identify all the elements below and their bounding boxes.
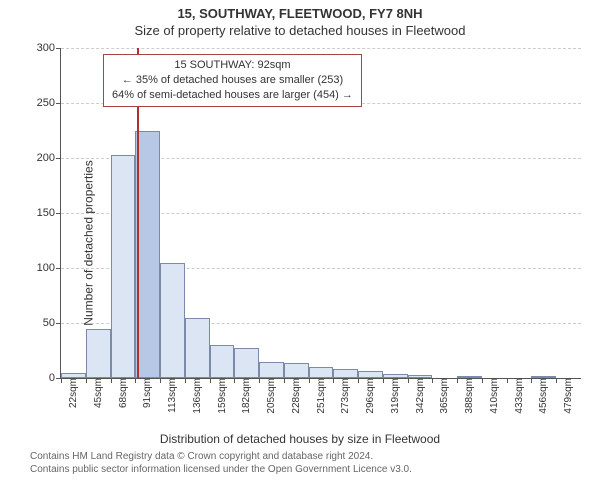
x-tick (432, 378, 433, 383)
x-tick (309, 378, 310, 383)
x-tick-label: 113sqm (163, 378, 178, 413)
annotation-line: ← 35% of detached houses are smaller (25… (112, 73, 353, 88)
y-tick-label: 100 (37, 262, 61, 274)
histogram-bar (358, 371, 383, 378)
x-tick (185, 378, 186, 383)
x-tick-label: 479sqm (559, 378, 574, 414)
histogram-bar-highlight (135, 131, 160, 379)
histogram-bar (333, 369, 358, 378)
x-tick-label: 91sqm (138, 378, 153, 408)
y-tick-label: 200 (37, 152, 61, 164)
plot-area: 05010015020025030022sqm45sqm68sqm91sqm11… (60, 48, 581, 379)
x-tick (259, 378, 260, 383)
x-tick (61, 378, 62, 383)
page-title: 15, SOUTHWAY, FLEETWOOD, FY7 8NH (0, 6, 600, 21)
annotation-line: 64% of semi-detached houses are larger (… (112, 88, 353, 103)
x-tick-label: 22sqm (64, 378, 79, 408)
footer-line-1: Contains HM Land Registry data © Crown c… (30, 450, 592, 463)
x-tick-label: 319sqm (386, 378, 401, 414)
x-tick (531, 378, 532, 383)
histogram-bar (234, 348, 259, 378)
x-tick (86, 378, 87, 383)
x-tick (234, 378, 235, 383)
histogram-bar (111, 155, 136, 378)
x-tick-label: 273sqm (336, 378, 351, 414)
histogram-bar (86, 329, 111, 379)
histogram-bar (284, 363, 309, 378)
annotation-box: 15 SOUTHWAY: 92sqm← 35% of detached hous… (103, 54, 362, 107)
x-tick-label: 433sqm (510, 378, 525, 414)
x-tick-label: 228sqm (287, 378, 302, 414)
x-tick-label: 456sqm (534, 378, 549, 414)
x-tick-label: 388sqm (460, 378, 475, 414)
x-tick (210, 378, 211, 383)
chart-container: Number of detached properties 0501001502… (0, 38, 600, 448)
footer: Contains HM Land Registry data © Crown c… (0, 448, 600, 480)
x-tick-label: 342sqm (411, 378, 426, 414)
x-tick (507, 378, 508, 383)
x-tick (383, 378, 384, 383)
x-tick-label: 182sqm (237, 378, 252, 414)
histogram-bar (259, 362, 284, 379)
x-tick-label: 365sqm (435, 378, 450, 414)
x-tick-label: 296sqm (361, 378, 376, 414)
y-tick-label: 150 (37, 207, 61, 219)
footer-line-2: Contains public sector information licen… (30, 463, 592, 476)
x-tick (482, 378, 483, 383)
x-tick (358, 378, 359, 383)
x-tick (111, 378, 112, 383)
y-tick-label: 250 (37, 97, 61, 109)
y-tick-label: 300 (37, 42, 61, 54)
x-tick (284, 378, 285, 383)
x-tick (408, 378, 409, 383)
x-tick (556, 378, 557, 383)
x-tick-label: 205sqm (262, 378, 277, 414)
histogram-bar (185, 318, 210, 379)
x-axis-label: Distribution of detached houses by size … (0, 432, 600, 446)
histogram-bar (160, 263, 185, 379)
x-tick (333, 378, 334, 383)
x-tick-label: 136sqm (188, 378, 203, 414)
histogram-bar (309, 367, 334, 378)
grid-line (61, 48, 581, 49)
histogram-bar (210, 345, 235, 378)
x-tick (135, 378, 136, 383)
y-tick-label: 0 (49, 372, 61, 384)
page-subtitle: Size of property relative to detached ho… (0, 23, 600, 38)
x-tick-label: 159sqm (213, 378, 228, 414)
x-tick (457, 378, 458, 383)
x-tick-label: 251sqm (312, 378, 327, 414)
x-tick-label: 45sqm (89, 378, 104, 408)
y-tick-label: 50 (43, 317, 61, 329)
annotation-line: 15 SOUTHWAY: 92sqm (112, 58, 353, 73)
x-tick (160, 378, 161, 383)
x-tick-label: 410sqm (485, 378, 500, 414)
x-tick-label: 68sqm (114, 378, 129, 408)
